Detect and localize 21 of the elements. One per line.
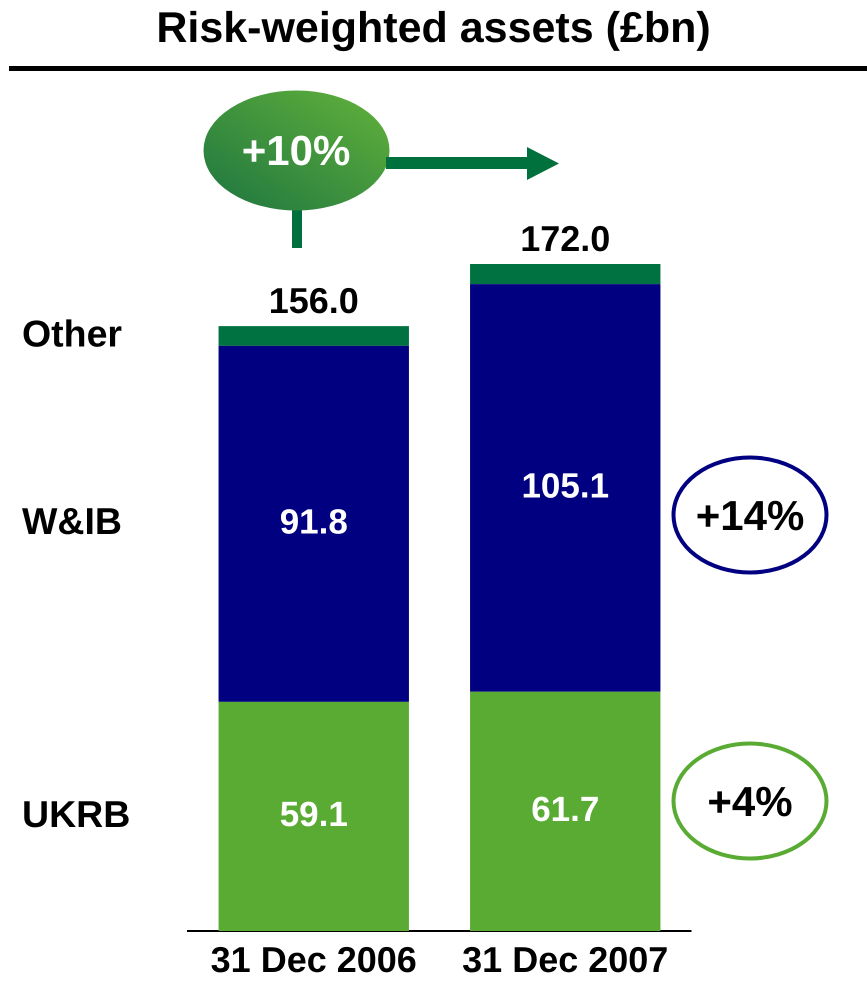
bar [470,284,660,692]
x-tick-label: 31 Dec 2006 [210,938,417,980]
text: +10% [242,127,350,174]
bar [470,264,660,284]
x-tick-label: 31 Dec 2007 [462,938,668,980]
data-label: 61.7 [531,790,600,830]
total-label: 172.0 [520,218,610,259]
text: +4% [707,778,793,825]
data-label: 91.8 [280,502,348,542]
bar [218,326,409,346]
data-label: 105.1 [521,466,610,506]
text: W&IB [22,500,122,542]
text: UKRB [22,792,130,835]
total-label: 156.0 [268,280,359,321]
text: +14% [696,492,804,539]
bar [218,346,409,702]
chart-title: Risk-weighted assets (£bn) [155,4,712,52]
text: Other [22,312,122,354]
data-label: 59.1 [280,795,348,834]
bar [470,692,660,931]
bar [218,702,409,931]
